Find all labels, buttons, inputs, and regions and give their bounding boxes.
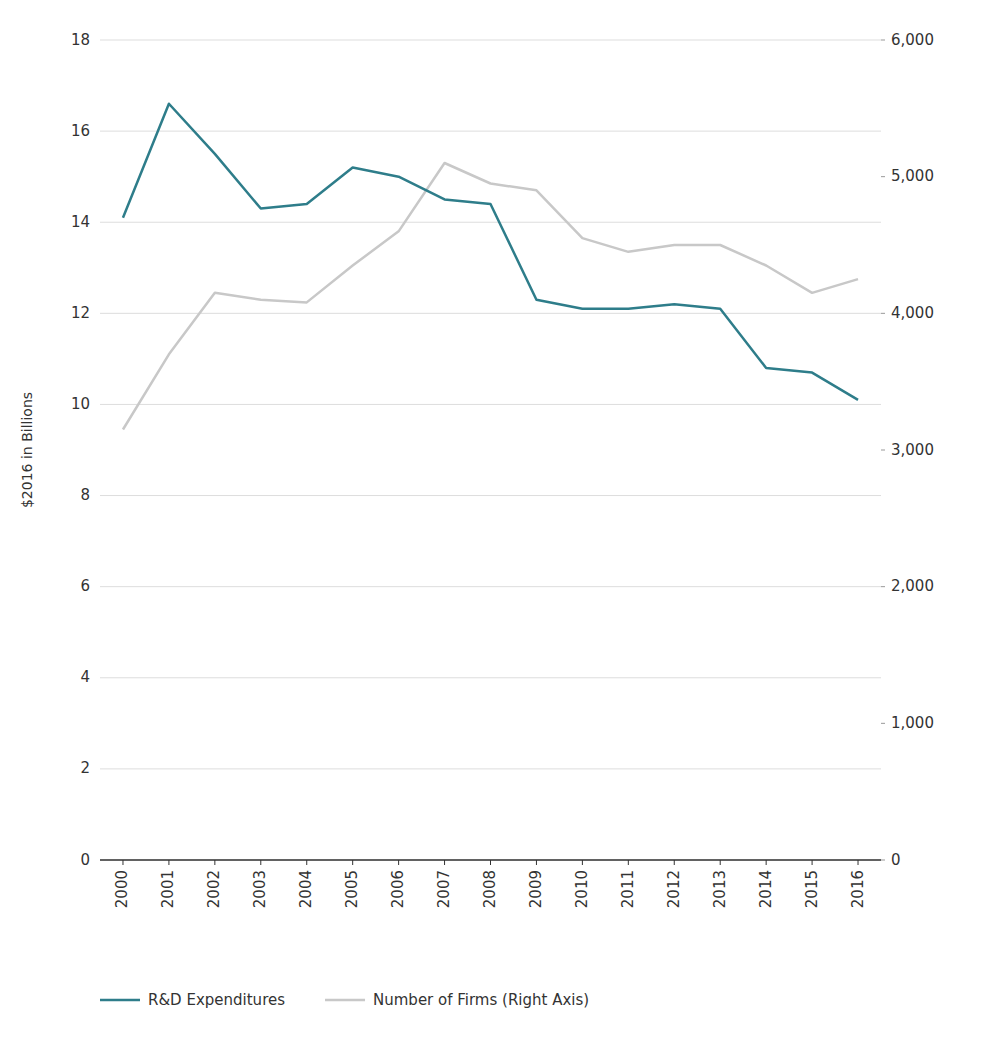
y2-tick-label: 0 (891, 851, 901, 869)
x-tick (628, 860, 629, 865)
y-tick-label: 14 (71, 213, 90, 231)
x-tick (260, 860, 261, 865)
y2-tick (881, 450, 885, 451)
y2-tick-label: 2,000 (891, 577, 934, 595)
x-tick (582, 860, 583, 865)
y-tick-label: 12 (71, 304, 90, 322)
x-tick-label: 2011 (619, 870, 637, 908)
x-tick-label: 2001 (159, 870, 177, 908)
y2-tick-label: 5,000 (891, 167, 934, 185)
y-tick-label: 2 (80, 759, 90, 777)
x-tick-label: 2010 (573, 870, 591, 908)
legend-item: Number of Firms (Right Axis) (325, 991, 589, 1009)
grid-line (100, 404, 881, 405)
x-tick (214, 860, 215, 865)
x-tick-label: 2013 (711, 870, 729, 908)
background (0, 0, 981, 1044)
x-tick (398, 860, 399, 865)
grid-line (100, 313, 881, 314)
y2-axis: 0 1,000 2,000 3,000 4,000 5,000 6,000 (881, 31, 934, 869)
x-tick (352, 860, 353, 865)
legend-label: Number of Firms (Right Axis) (373, 991, 589, 1009)
grid (100, 40, 881, 860)
x-tick (812, 860, 813, 865)
y2-tick-label: 6,000 (891, 31, 934, 49)
x-tick-label: 2006 (389, 870, 407, 908)
x-tick-label: 2009 (527, 870, 545, 908)
y-axis: 0 2 4 6 8 10 12 14 16 18 (71, 31, 90, 869)
legend-swatch (325, 999, 365, 1002)
x-tick (122, 860, 123, 865)
y2-tick-label: 1,000 (891, 714, 934, 732)
x-tick-label: 2014 (757, 870, 775, 908)
x-tick-label: 2002 (205, 870, 223, 908)
grid-line (100, 40, 881, 41)
grid-line (100, 677, 881, 678)
y2-tick (881, 586, 885, 587)
x-tick-label: 2016 (849, 870, 867, 908)
y-tick-label: 6 (80, 577, 90, 595)
grid-line (100, 495, 881, 496)
x-tick (490, 860, 491, 865)
x-tick-label: 2007 (435, 870, 453, 908)
chart: 0 2 4 6 8 10 12 14 16 18 0 1,000 2,000 3,000 4,000 5,00… (0, 0, 981, 1044)
x-tick-label: 2015 (803, 870, 821, 908)
series-line (123, 104, 858, 400)
x-tick (720, 860, 721, 865)
y-tick-label: 8 (80, 486, 90, 504)
y-tick-label: 18 (71, 31, 90, 49)
legend-item: R&D Expenditures (100, 991, 285, 1009)
y2-tick (881, 176, 885, 177)
lines (123, 104, 858, 430)
y2-tick (881, 860, 885, 861)
y2-tick (881, 723, 885, 724)
x-tick-label: 2005 (343, 870, 361, 908)
y-tick-label: 10 (71, 395, 90, 413)
grid-line (100, 131, 881, 132)
x-tick-label: 2000 (113, 870, 131, 908)
x-tick (444, 860, 445, 865)
y2-tick (881, 40, 885, 41)
x-tick (306, 860, 307, 865)
x-axis: 2000 2001 2002 2003 2004 2005 2006 2007 2008 2009… (100, 860, 881, 908)
grid-line (100, 222, 881, 223)
x-tick (536, 860, 537, 865)
x-tick-label: 2012 (665, 870, 683, 908)
x-tick-label: 2008 (481, 870, 499, 908)
y-tick-label: 0 (80, 851, 90, 869)
y-axis-label: $2016 in Billions (19, 392, 35, 508)
x-tick (766, 860, 767, 865)
x-tick (674, 860, 675, 865)
y2-tick-label: 4,000 (891, 304, 934, 322)
legend-swatch (100, 999, 140, 1002)
x-tick-label: 2004 (297, 870, 315, 908)
y2-tick-label: 3,000 (891, 441, 934, 459)
grid-line (100, 768, 881, 769)
legend: R&D Expenditures Number of Firms (Right A… (100, 991, 589, 1009)
x-tick-label: 2003 (251, 870, 269, 908)
x-tick (168, 860, 169, 865)
y2-tick (881, 313, 885, 314)
y-tick-label: 4 (80, 668, 90, 686)
legend-label: R&D Expenditures (148, 991, 285, 1009)
x-tick (858, 860, 859, 865)
grid-line (100, 586, 881, 587)
y-tick-label: 16 (71, 122, 90, 140)
